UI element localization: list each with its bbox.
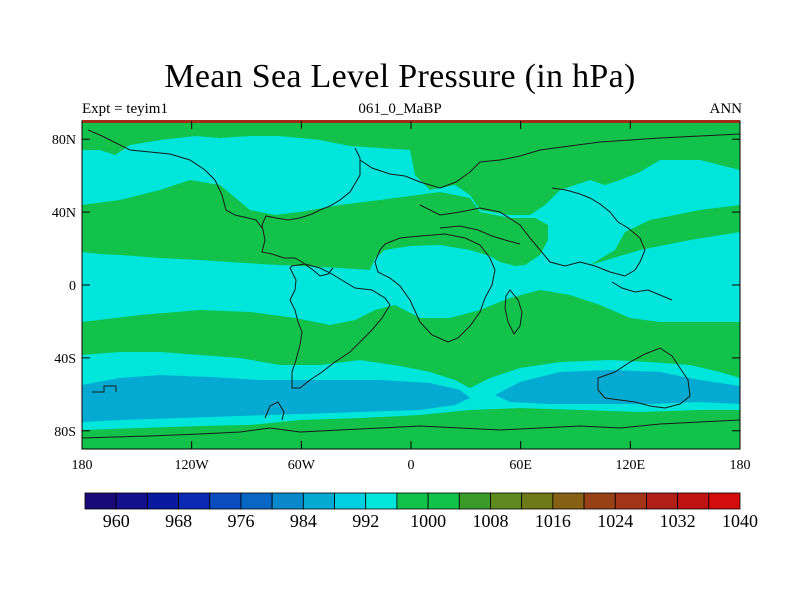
- colorbar-swatch: [646, 492, 679, 510]
- colorbar-swatch: [458, 492, 491, 510]
- colorbar-label: 960: [103, 511, 130, 531]
- colorbar-label: 1008: [472, 511, 508, 531]
- lon-tick-label: 180: [72, 458, 93, 473]
- pressure-band-1004-1012: [82, 121, 740, 449]
- coastline-eurasia: [359, 133, 740, 189]
- colorbar-label: 984: [290, 511, 317, 531]
- pressure-band-988-996: [82, 370, 740, 422]
- coastline-small-island-west: [92, 385, 117, 393]
- lat-tick-label: 0: [69, 279, 76, 294]
- lon-tick-label: 120W: [175, 458, 210, 473]
- colorbar-swatch: [552, 492, 585, 510]
- colorbar-swatch: [614, 492, 647, 510]
- colorbar-label: 1032: [660, 511, 696, 531]
- colorbar-swatch: [302, 492, 335, 510]
- lon-tick-label: 120E: [616, 458, 646, 473]
- coastline-north-america: [87, 129, 263, 229]
- colorbar-label: 1024: [597, 511, 633, 531]
- season-label: ANN: [709, 101, 743, 117]
- colorbar-swatch: [334, 492, 367, 510]
- colorbar: 960 968 976 984 992 1000 1008 1016 1024 1032 1040: [84, 492, 758, 531]
- period-label: 061_0_MaBP: [358, 101, 442, 117]
- colorbar-swatch: [209, 492, 242, 510]
- coastline-antarctic-peninsula: [264, 401, 285, 421]
- lat-tick-label: 80N: [52, 133, 76, 148]
- pressure-field: [82, 121, 740, 449]
- colorbar-swatch: [84, 492, 117, 510]
- colorbar-swatch: [271, 492, 304, 510]
- coastline-antarctica: [82, 419, 740, 439]
- coastline-mediterranean: [439, 225, 521, 245]
- colorbar-swatch: [708, 492, 741, 510]
- coastline-greenland: [261, 147, 361, 277]
- colorbar-swatch: [427, 492, 460, 510]
- experiment-label: Expt = teyim1: [82, 101, 168, 117]
- colorbar-swatch: [677, 492, 710, 510]
- colorbar-label: 992: [352, 511, 379, 531]
- coastlines: [82, 129, 740, 439]
- colorbar-label: 1040: [722, 511, 758, 531]
- coastline-africa: [374, 233, 496, 343]
- lat-tick-label: 40N: [52, 206, 76, 221]
- coastline-europe-asia-south: [419, 187, 646, 277]
- longitude-axis: 180 120W 60W 0 60E 120E 180: [72, 121, 751, 473]
- coastline-australia: [597, 347, 691, 409]
- colorbar-swatch: [521, 492, 554, 510]
- lon-tick-label: 60W: [288, 458, 316, 473]
- coastline-india: [504, 289, 523, 335]
- colorbar-swatch: [583, 492, 616, 510]
- colorbar-label: 968: [165, 511, 192, 531]
- coastline-southeast-asia: [611, 281, 673, 301]
- lat-tick-label: 80S: [54, 425, 76, 440]
- colorbar-label: 1000: [410, 511, 446, 531]
- lon-tick-label: 60E: [509, 458, 532, 473]
- colorbar-swatch: [240, 492, 273, 510]
- latitude-axis: 80N 40N 0 40S 80S: [52, 133, 740, 440]
- lat-tick-label: 40S: [54, 352, 76, 367]
- colorbar-swatch: [365, 492, 398, 510]
- colorbar-label: 1016: [535, 511, 571, 531]
- colorbar-swatch: [396, 492, 429, 510]
- colorbar-swatch: [178, 492, 211, 510]
- colorbar-swatch: [115, 492, 148, 510]
- colorbar-label: 976: [227, 511, 254, 531]
- plot-title: Mean Sea Level Pressure (in hPa): [164, 58, 636, 95]
- colorbar-swatch: [490, 492, 523, 510]
- lon-tick-label: 180: [730, 458, 751, 473]
- colorbar-swatch: [146, 492, 179, 510]
- lon-tick-label: 0: [408, 458, 415, 473]
- coastline-south-america: [289, 263, 391, 389]
